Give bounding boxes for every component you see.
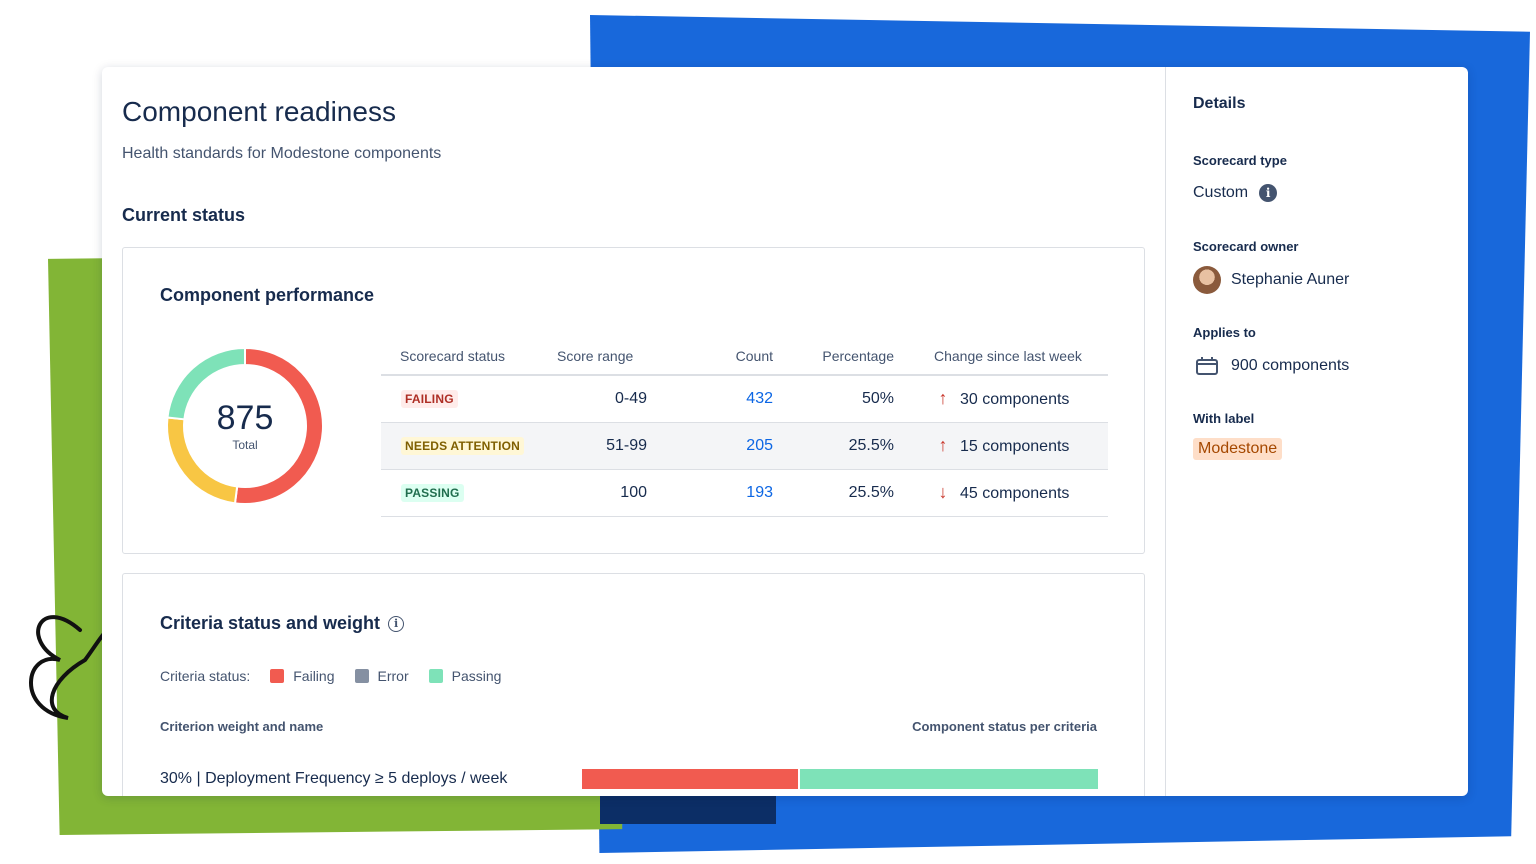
donut-total: 875: [216, 398, 274, 437]
scorecard-owner-label: Scorecard owner: [1193, 239, 1299, 254]
criterion-bar-passing: [800, 769, 1098, 789]
scorecard-owner[interactable]: Stephanie Auner: [1193, 266, 1349, 294]
main-content: Component readiness Health standards for…: [102, 67, 1165, 796]
legend-item-passing: Passing: [428, 668, 502, 684]
col-header-component-status: Component status per criteria: [912, 719, 1097, 734]
legend-name: Error: [377, 668, 409, 684]
panel-title-performance: Component performance: [160, 285, 375, 305]
info-icon[interactable]: i: [1259, 184, 1278, 202]
col-header-percentage[interactable]: Percentage: [783, 337, 904, 376]
owner-name: Stephanie Auner: [1231, 271, 1350, 288]
change-value: 45 components: [960, 485, 1070, 502]
donut-chart: [166, 346, 324, 505]
applies-to-label: Applies to: [1193, 325, 1256, 340]
criteria-legend: Criteria status: Failing Error Passing: [160, 668, 521, 684]
component-icon: [1196, 357, 1218, 375]
avatar: [1193, 266, 1221, 294]
table-row: FAILING 0-49 432 50% ↑ 30 components: [381, 375, 1108, 423]
label-tag[interactable]: Modestone: [1193, 438, 1283, 460]
count-link[interactable]: 205: [746, 436, 773, 454]
legend-item-error: Error: [354, 668, 409, 684]
details-title: Details: [1193, 95, 1246, 112]
legend-name: Failing: [293, 668, 335, 684]
legend-swatch: [428, 669, 443, 683]
performance-table: Scorecard status Score range Count Perce…: [381, 337, 1108, 517]
criterion-name[interactable]: 30% | Deployment Frequency ≥ 5 deploys /…: [160, 770, 508, 787]
donut-label: Total: [232, 437, 258, 452]
score-range: 100: [547, 469, 657, 517]
status-badge: PASSING: [401, 483, 464, 502]
details-sidebar: Details Scorecard type Custom i Scorecar…: [1165, 67, 1468, 796]
score-range: 51-99: [547, 422, 657, 470]
percentage: 50%: [783, 375, 904, 423]
component-performance-panel: Component performance 875 Total Scorecar…: [122, 247, 1145, 554]
with-label-label: With label: [1193, 411, 1255, 426]
page-title: Component readiness: [122, 96, 396, 127]
scorecard-type-value: Custom: [1193, 184, 1249, 201]
donut-center: 875 Total: [159, 340, 331, 512]
applies-to[interactable]: 900 components: [1193, 356, 1349, 376]
section-title-current-status: Current status: [122, 205, 246, 225]
criterion-status-bar[interactable]: [582, 769, 1098, 789]
legend-item-failing: Failing: [270, 668, 335, 684]
col-header-range[interactable]: Score range: [547, 337, 657, 376]
criteria-title-text: Criteria status and weight: [160, 613, 381, 633]
legend-label: Criteria status:: [160, 668, 251, 684]
score-range: 0-49: [547, 375, 657, 423]
scorecard-type-label: Scorecard type: [1193, 153, 1287, 168]
col-header-criterion: Criterion weight and name: [160, 719, 324, 734]
donut-segment-passing[interactable]: [166, 346, 246, 421]
criteria-panel: Criteria status and weight i Criteria st…: [122, 573, 1145, 796]
count-link[interactable]: 432: [746, 389, 773, 407]
scorecard-card: Component readiness Health standards for…: [102, 67, 1468, 796]
page-subtitle: Health standards for Modestone component…: [122, 145, 442, 162]
status-badge: FAILING: [401, 389, 458, 408]
arrow-up-icon: ↑: [938, 388, 948, 409]
criterion-bar-failing: [582, 769, 798, 789]
legend-swatch: [270, 669, 285, 683]
percentage: 25.5%: [783, 469, 904, 517]
applies-to-value: 900 components: [1231, 357, 1350, 374]
table-row: NEEDS ATTENTION 51-99 205 25.5% ↑ 15 comp…: [381, 422, 1108, 470]
percentage: 25.5%: [783, 422, 904, 470]
col-header-count[interactable]: Count: [657, 337, 783, 376]
legend-swatch: [354, 669, 369, 683]
info-icon[interactable]: i: [388, 615, 405, 632]
count-link[interactable]: 193: [746, 483, 773, 501]
table-header-row: Scorecard status Score range Count Perce…: [381, 337, 1108, 376]
col-header-change[interactable]: Change since last week: [904, 337, 1108, 376]
col-header-status[interactable]: Scorecard status: [381, 337, 547, 376]
arrow-up-icon: ↑: [938, 435, 948, 455]
arrow-down-icon: ↓: [938, 482, 948, 502]
legend-name: Passing: [451, 668, 502, 684]
scorecard-type: Custom i: [1193, 184, 1278, 202]
change-value: 15 components: [960, 438, 1070, 455]
status-badge: NEEDS ATTENTION: [401, 436, 525, 455]
panel-title-criteria: Criteria status and weight i: [160, 613, 405, 634]
table-row: PASSING 100 193 25.5% ↓ 45 components: [381, 469, 1108, 517]
change-value: 30 components: [960, 391, 1070, 409]
